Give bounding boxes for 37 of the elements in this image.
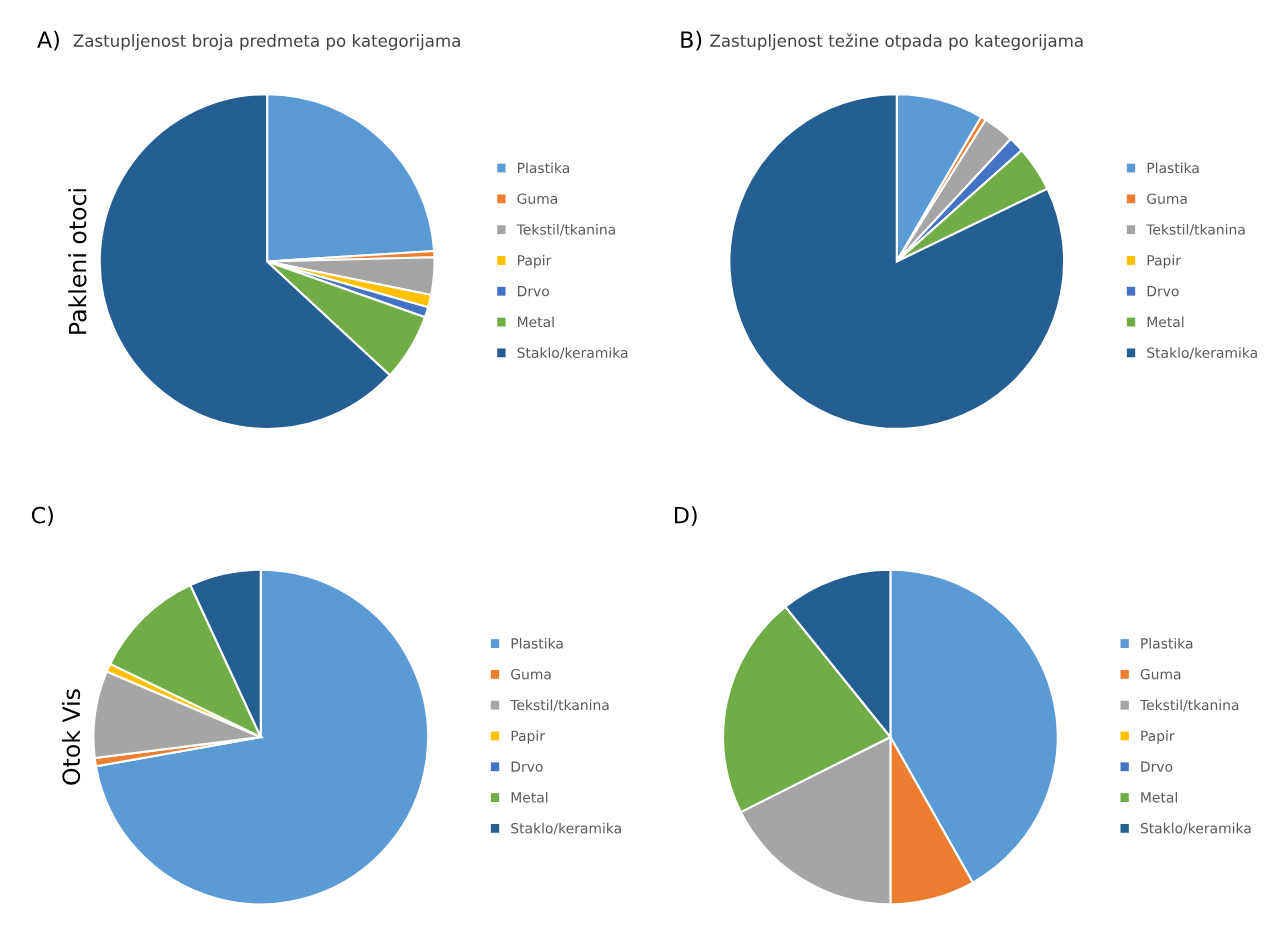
- legend-label: Metal: [1147, 316, 1184, 328]
- legend-label: Plastika: [1147, 162, 1199, 174]
- legend-label: Metal: [511, 791, 548, 803]
- legend-label: Staklo/keramika: [1147, 347, 1257, 360]
- legend-label: Staklo/keramika: [511, 822, 621, 835]
- legend-label: Staklo/keramika: [517, 347, 628, 360]
- legend-label: Guma: [511, 668, 551, 680]
- legend-label: Plastika: [1141, 637, 1193, 649]
- legend-label: Guma: [1147, 193, 1187, 204]
- legend-label: Drvo: [511, 761, 543, 772]
- legend-label: Papir: [511, 730, 545, 744]
- legend-label: Plastika: [511, 637, 563, 649]
- legend-label: Tekstil/tkanina: [1146, 224, 1245, 236]
- text: C): [31, 506, 53, 527]
- legend-label: Drvo: [518, 286, 550, 297]
- chart-title: Zastupljenost težine otpada po kategorijama: [710, 33, 1083, 51]
- legend-label: Drvo: [1141, 761, 1173, 772]
- text: D): [674, 506, 697, 527]
- legend-label: Metal: [518, 316, 554, 328]
- legend-label: Papir: [1141, 730, 1175, 744]
- legend-label: Tekstil/tkanina: [1139, 699, 1239, 712]
- legend-label: Staklo/keramika: [1140, 822, 1251, 835]
- chart-title: Zastupljenost broja predmeta po kategorijama: [73, 34, 460, 51]
- legend-label: Papir: [1147, 254, 1181, 269]
- legend-label: Papir: [518, 254, 552, 269]
- legend-label: Tekstil/tkanina: [510, 699, 609, 712]
- text: Otok Vis: [61, 689, 81, 785]
- legend-label: Guma: [517, 193, 557, 204]
- legend-label: Drvo: [1147, 286, 1179, 297]
- text: A): [37, 30, 59, 51]
- legend-label: Metal: [1141, 791, 1177, 803]
- legend-label: Tekstil/tkanina: [516, 224, 615, 236]
- pie-slice: [94, 568, 430, 906]
- legend-label: Plastika: [518, 162, 569, 174]
- legend-label: Guma: [1140, 668, 1181, 680]
- text: B): [681, 30, 702, 51]
- text: Pakleni otoci: [68, 189, 87, 334]
